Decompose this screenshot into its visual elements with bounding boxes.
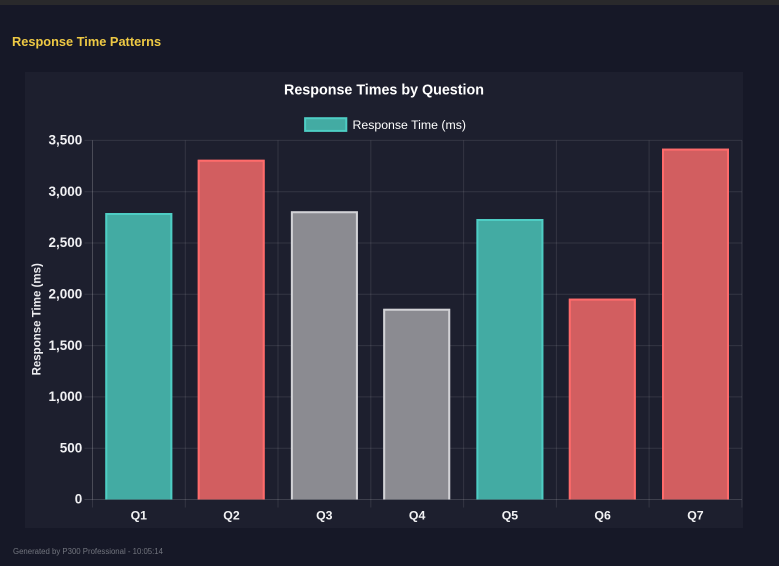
- svg-text:Q7: Q7: [687, 509, 704, 523]
- svg-text:Response Times by Question: Response Times by Question: [284, 83, 484, 99]
- svg-text:0: 0: [75, 492, 83, 507]
- svg-text:1,500: 1,500: [49, 338, 83, 353]
- svg-text:2,500: 2,500: [49, 235, 83, 250]
- svg-text:3,000: 3,000: [49, 184, 83, 199]
- svg-text:Q6: Q6: [594, 509, 611, 523]
- svg-text:Q4: Q4: [409, 509, 426, 523]
- svg-text:Q5: Q5: [502, 509, 519, 523]
- svg-text:1,000: 1,000: [49, 389, 83, 404]
- svg-text:Response Time (ms): Response Time (ms): [32, 263, 44, 375]
- svg-text:Q3: Q3: [316, 509, 333, 523]
- svg-text:3,500: 3,500: [49, 133, 83, 148]
- svg-text:2,000: 2,000: [49, 287, 83, 302]
- svg-text:Q2: Q2: [223, 509, 240, 523]
- svg-text:Response Time (ms): Response Time (ms): [353, 118, 466, 132]
- svg-text:Q1: Q1: [131, 509, 148, 523]
- svg-text:500: 500: [60, 440, 83, 455]
